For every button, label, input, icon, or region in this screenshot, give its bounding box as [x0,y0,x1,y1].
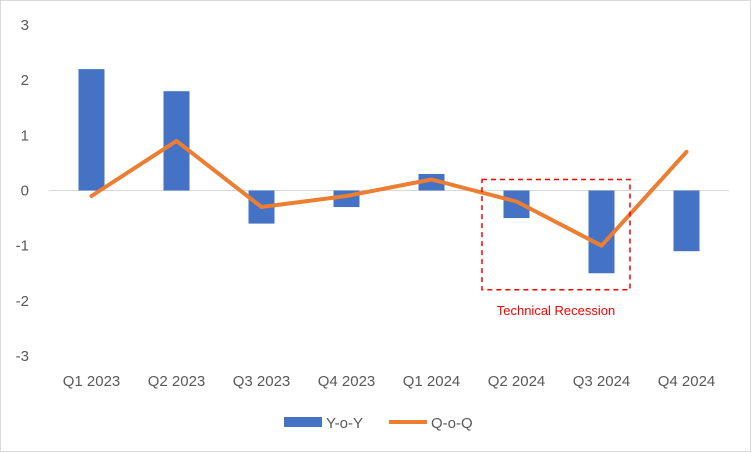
y-tick-label: 0 [21,183,29,200]
y-tick-label: -1 [16,238,29,255]
y-tick-label: 3 [21,17,29,34]
x-tick-label: Q1 2024 [403,373,461,390]
x-tick-label: Q1 2023 [63,373,121,390]
x-tick-label: Q2 2023 [148,373,206,390]
legend-label-qoq: Q-o-Q [431,415,473,432]
y-tick-label: 2 [21,72,29,89]
technical-recession-box [481,178,631,291]
x-tick-label: Q3 2024 [573,373,631,390]
yoy-bar [588,190,615,274]
y-axis-tick-labels: 3 2 1 0 -1 -2 -3 [16,17,29,365]
technical-recession-annotation: Technical Recession [481,178,631,318]
x-tick-label: Q2 2024 [488,373,546,390]
y-tick-label: 1 [21,127,29,144]
legend: Y-o-Y Q-o-Q [284,415,473,432]
y-tick-label: -3 [16,348,29,365]
x-axis-tick-labels: Q1 2023 Q2 2023 Q3 2023 Q4 2023 Q1 2024 Q2 20… [63,373,716,390]
yoy-bar [78,69,105,191]
y-tick-label: -2 [16,293,29,310]
x-tick-label: Q3 2023 [233,373,291,390]
yoy-bar [418,173,445,191]
qoq-line [89,138,689,248]
legend-swatch-yoy [284,417,322,427]
yoy-bar [673,190,700,252]
legend-label-yoy: Y-o-Y [326,415,363,432]
x-tick-label: Q4 2023 [318,373,376,390]
technical-recession-label: Technical Recession [497,303,616,318]
x-tick-label: Q4 2024 [658,373,716,390]
